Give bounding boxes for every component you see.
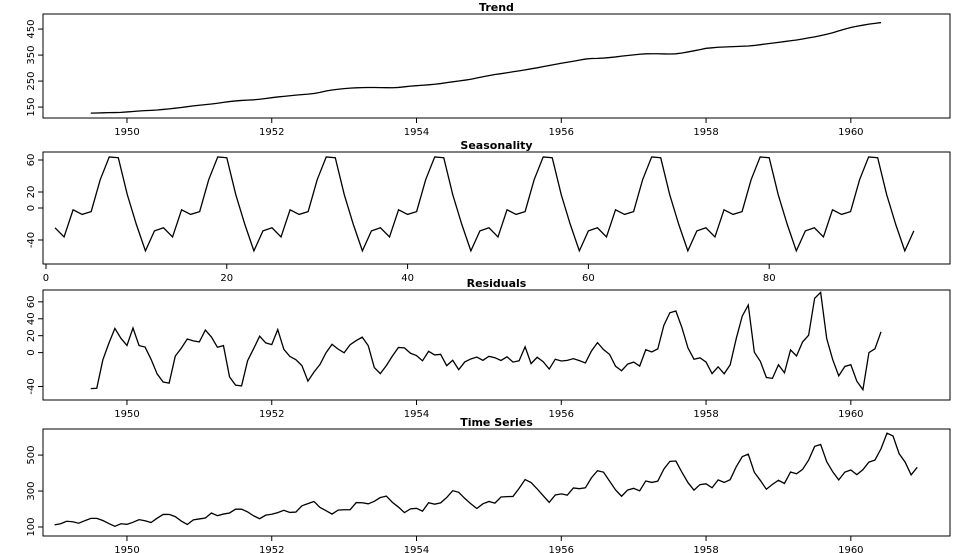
y-tick-label: 60 — [26, 295, 37, 308]
panel-title: Time Series — [460, 416, 533, 429]
x-tick-label: 1952 — [259, 545, 284, 553]
x-tick-label: 1954 — [404, 127, 429, 138]
y-tick-label: 20 — [26, 329, 37, 342]
line — [54, 156, 915, 253]
x-tick-label: 1952 — [259, 127, 284, 138]
y-tick-label: 250 — [26, 72, 37, 91]
x-tick-label: 1956 — [549, 545, 574, 553]
line — [54, 432, 918, 527]
x-tick-label: 20 — [220, 273, 233, 284]
x-tick-label: 0 — [43, 273, 49, 284]
plot-box — [42, 13, 951, 119]
x-tick-label: 80 — [763, 273, 776, 284]
y-tick-label: -40 — [26, 378, 37, 394]
y-tick-label: 20 — [26, 186, 37, 199]
x-tick-label: 1960 — [838, 409, 863, 420]
plot-box — [42, 428, 951, 537]
y-tick-label: 0 — [26, 349, 37, 355]
plot-box — [42, 151, 951, 265]
line — [90, 290, 882, 392]
x-tick-label: 1958 — [693, 127, 718, 138]
panel-title: Residuals — [467, 277, 527, 290]
x-tick-label: 1954 — [404, 409, 429, 420]
y-tick-label: 300 — [26, 481, 37, 500]
x-tick-label: 1950 — [114, 409, 139, 420]
x-tick-label: 1950 — [114, 545, 139, 553]
y-tick-label: 0 — [26, 205, 37, 211]
x-tick-label: 40 — [401, 273, 414, 284]
y-tick-label: 150 — [26, 98, 37, 117]
x-tick-label: 1956 — [549, 127, 574, 138]
line — [90, 21, 882, 114]
x-tick-label: 1956 — [549, 409, 574, 420]
panel-title: Trend — [479, 1, 514, 14]
y-tick-label: 450 — [26, 20, 37, 39]
y-tick-label: 500 — [26, 446, 37, 465]
x-tick-label: 1960 — [838, 127, 863, 138]
x-tick-label: 1960 — [838, 545, 863, 553]
x-tick-label: 1958 — [693, 409, 718, 420]
plot-box — [42, 289, 951, 401]
y-tick-label: 40 — [26, 312, 37, 325]
x-tick-label: 1952 — [259, 409, 284, 420]
y-tick-label: 100 — [26, 517, 37, 536]
x-tick-label: 60 — [582, 273, 595, 284]
y-tick-label: 350 — [26, 46, 37, 65]
y-tick-label: -40 — [26, 232, 37, 248]
x-tick-label: 1954 — [404, 545, 429, 553]
y-tick-label: 60 — [26, 154, 37, 167]
panel-title: Seasonality — [460, 139, 532, 152]
x-tick-label: 1950 — [114, 127, 139, 138]
x-tick-label: 1958 — [693, 545, 718, 553]
